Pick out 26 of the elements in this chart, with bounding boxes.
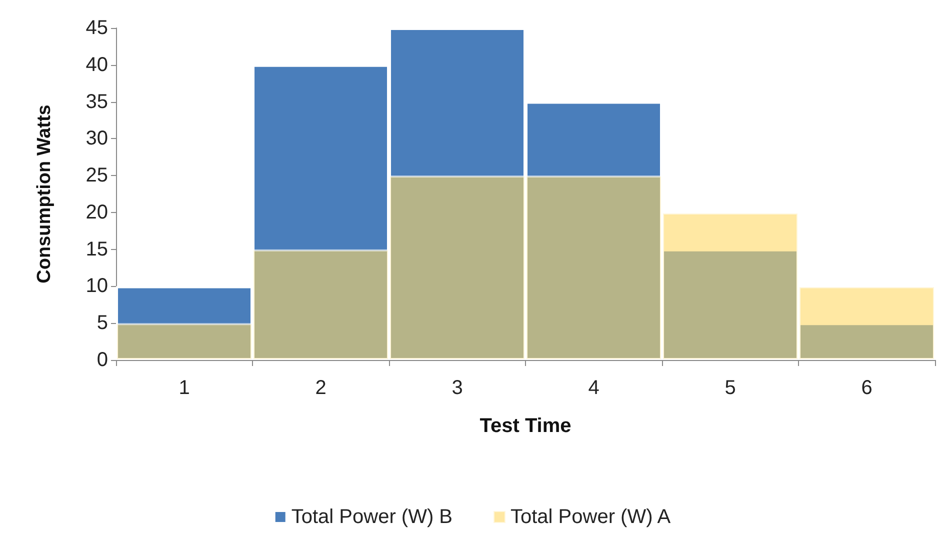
y-tick-label: 45 [86,17,108,39]
bar [252,249,389,360]
legend-label: Total Power (W) A [510,506,672,528]
bar [662,212,798,360]
y-tick-label: 25 [86,164,108,187]
x-tick-label: 3 [452,377,463,399]
x-tick-label: 6 [861,377,872,399]
y-tick-label: 40 [86,54,108,76]
y-tick-label: 10 [86,275,108,298]
x-tick-label: 2 [315,377,326,399]
x-tick-label: 4 [588,377,600,399]
y-tick-label: 20 [86,201,108,224]
bar [526,176,662,360]
bar [389,176,526,360]
x-tick-label: 5 [724,377,736,399]
x-axis-title: Test Time [480,415,572,437]
y-axis-title: Consumption Watts [34,104,55,284]
legend-label: Total Power (W) B [291,506,453,528]
y-tick-label: 30 [86,128,108,150]
x-tick-label: 1 [178,377,190,399]
y-tick-label: 5 [96,312,108,334]
bar [798,286,935,360]
bar [116,323,252,360]
y-tick-label: 15 [86,238,108,260]
y-tick-label: 0 [96,349,108,371]
y-tick-label: 35 [86,90,108,113]
